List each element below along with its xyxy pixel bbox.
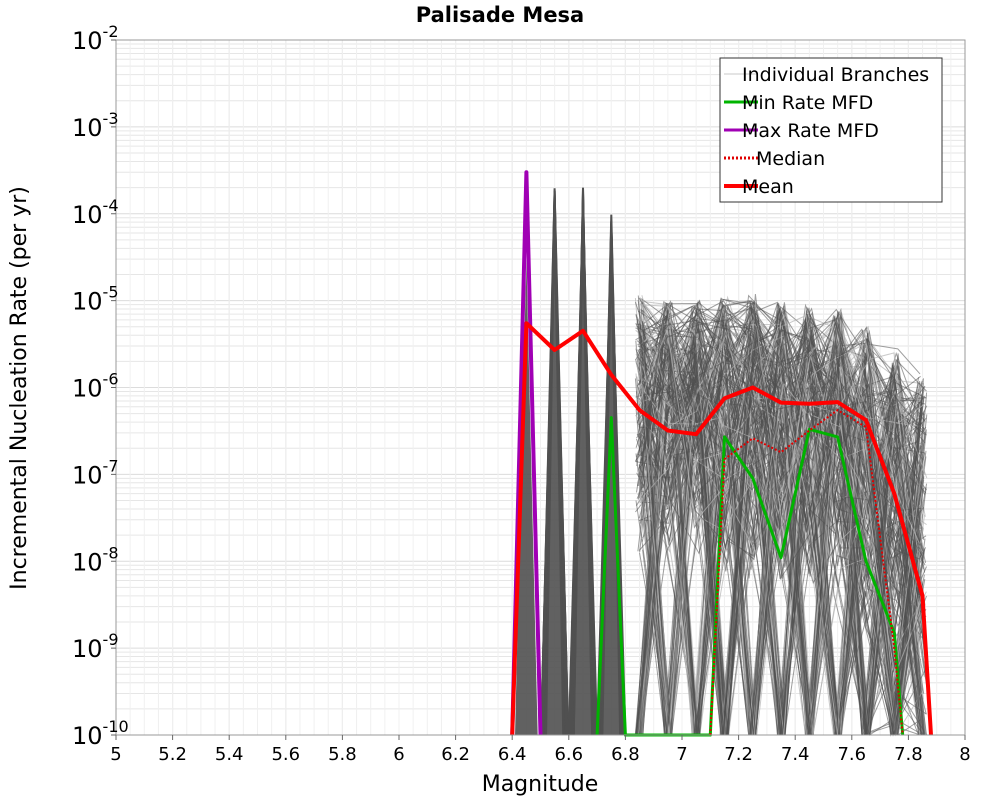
x-axis-ticks: 5 5.2 5.4 5.6 5.8 6 6.2 6.4 6.6 6.8 7 7.2 7.4 7.6 7.8 8	[110, 735, 971, 765]
y-tick-base: 10	[72, 461, 103, 489]
y-axis-label: Incremental Nucleation Rate (per yr)	[7, 186, 32, 590]
x-tick-label: 5.6	[271, 744, 300, 765]
y-tick-exponent: -6	[103, 370, 119, 389]
y-tick-base: 10	[72, 722, 103, 750]
branch-line	[636, 317, 927, 736]
x-tick-label: 8	[959, 744, 970, 765]
y-tick-exponent: -8	[103, 543, 119, 562]
y-tick-exponent: -5	[103, 283, 119, 302]
branch-line	[641, 301, 925, 736]
legend: Individual Branches Min Rate MFD Max Rate …	[719, 57, 943, 203]
x-tick-label: 6.4	[498, 744, 527, 765]
y-tick-label: 10-7	[72, 456, 119, 489]
y-tick-exponent: -9	[103, 630, 119, 649]
branch-line	[637, 305, 927, 736]
x-tick-label: 7.2	[724, 744, 753, 765]
y-tick-label: 10-2	[72, 22, 119, 55]
y-tick-base: 10	[72, 375, 103, 403]
y-tick-label: 10-5	[72, 283, 119, 316]
y-tick-base: 10	[72, 114, 103, 142]
x-tick-label: 5.8	[328, 744, 357, 765]
branch-line	[641, 302, 920, 736]
y-tick-base: 10	[72, 201, 103, 229]
y-tick-exponent: -3	[103, 109, 119, 128]
chart-title: Palisade Mesa	[416, 3, 584, 27]
branch-line	[636, 327, 920, 736]
branch-line	[641, 338, 919, 736]
x-tick-label: 6.6	[554, 744, 583, 765]
legend-label: Max Rate MFD	[742, 120, 879, 142]
x-tick-label: 7.8	[894, 744, 923, 765]
y-tick-exponent: -10	[103, 717, 129, 736]
y-tick-exponent: -7	[103, 456, 119, 475]
y-tick-label: 10-9	[72, 630, 119, 663]
series-line-mean	[510, 321, 933, 736]
branch-spike-fill	[573, 187, 593, 735]
y-tick-label: 10-6	[72, 370, 119, 403]
y-tick-exponent: -2	[103, 22, 119, 41]
branch-spike-fill	[544, 187, 565, 735]
x-axis-label: Magnitude	[482, 772, 599, 797]
y-tick-label: 10-4	[72, 196, 119, 229]
y-tick-base: 10	[72, 288, 103, 316]
branch-line	[642, 333, 925, 736]
x-tick-label: 5.4	[215, 744, 244, 765]
x-tick-label: 7.6	[837, 744, 866, 765]
x-tick-label: 7.4	[781, 744, 810, 765]
y-tick-base: 10	[72, 27, 103, 55]
x-tick-label: 6	[393, 744, 404, 765]
branch-spike-fill	[601, 213, 622, 735]
legend-label: Median	[756, 148, 825, 170]
branch-spike-fill	[515, 259, 538, 735]
y-tick-base: 10	[72, 548, 103, 576]
x-tick-label: 7	[676, 744, 687, 765]
y-tick-label: 10-10	[72, 717, 129, 750]
series-line-min-rate-mfd	[595, 416, 905, 737]
x-tick-label: 5	[110, 744, 121, 765]
branch-line	[637, 355, 921, 677]
x-tick-label: 6.8	[611, 744, 640, 765]
y-tick-base: 10	[72, 635, 103, 663]
y-tick-exponent: -4	[103, 196, 119, 215]
x-tick-label: 5.2	[158, 744, 187, 765]
y-tick-label: 10-8	[72, 543, 119, 576]
branch-line	[637, 302, 919, 736]
x-tick-label: 6.2	[441, 744, 470, 765]
branch-line	[640, 298, 926, 736]
branch-line	[638, 341, 922, 736]
y-tick-label: 10-3	[72, 109, 119, 142]
legend-label: Mean	[742, 176, 794, 198]
legend-label: Min Rate MFD	[742, 92, 873, 114]
series-lines	[510, 170, 933, 737]
legend-label: Individual Branches	[742, 64, 929, 86]
